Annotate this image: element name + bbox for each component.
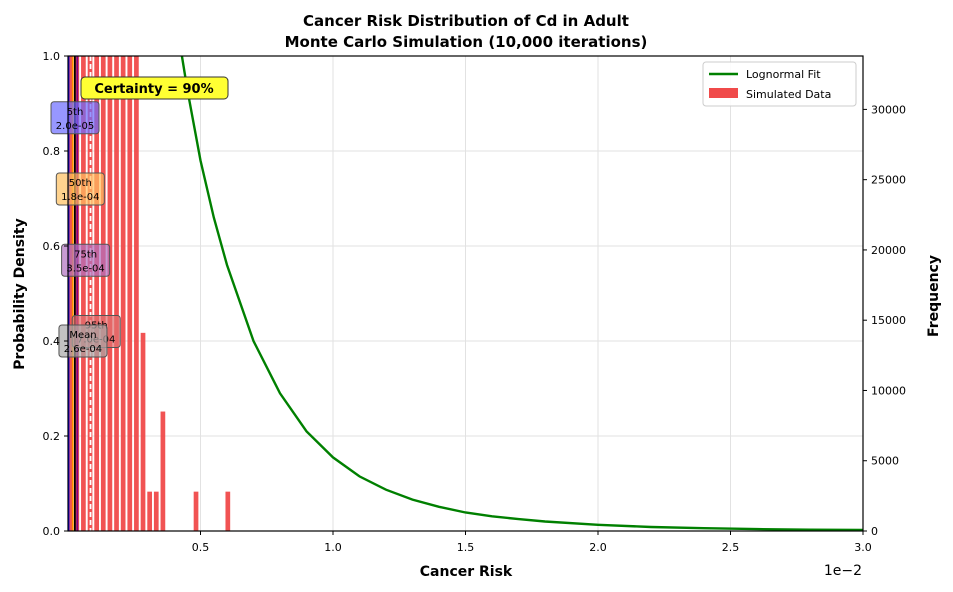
histogram-bar: [153, 491, 159, 531]
percentile-annotation-5th: 5th 2.0e-05: [50, 101, 100, 135]
x-tick-label: 1.0: [324, 541, 342, 554]
certainty-annotation: Certainty = 90%: [80, 76, 229, 100]
percentile-value: 3.5e-04: [66, 263, 104, 274]
percentile-name: Mean: [69, 330, 96, 341]
y-left-axis-label: Probability Density: [12, 218, 28, 369]
histogram-bar: [114, 56, 119, 531]
percentile-name: 5th: [67, 107, 84, 118]
legend-data-label: Simulated Data: [746, 88, 831, 101]
y-left-tick-label: 1.0: [43, 50, 61, 63]
chart-title-line1: Cancer Risk Distribution of Cd in Adult: [303, 12, 629, 30]
y-left-tick-label: 0.4: [43, 335, 61, 348]
y-left-tick-label: 0.2: [43, 430, 61, 443]
x-tick-label: 1.5: [457, 541, 475, 554]
certainty-label: Certainty = 90%: [94, 82, 213, 97]
grid-lines: [68, 55, 864, 532]
y-right-tick-label: 5000: [871, 455, 899, 468]
histogram-bar: [100, 56, 106, 531]
histogram-bar: [81, 56, 86, 531]
certainty-box: [80, 76, 229, 100]
percentile-box: [58, 324, 108, 358]
y-right-tick-label: 0: [871, 525, 878, 538]
y-left-tick-label: 0.0: [43, 525, 61, 538]
y-right-tick-label: 30000: [871, 103, 906, 116]
y-right-tick-label: 10000: [871, 384, 906, 397]
legend-frame: [702, 61, 857, 107]
percentile-annotation-75th: 75th 3.5e-04: [61, 243, 111, 277]
x-offset-text: 1e−2: [824, 563, 862, 579]
histogram-bar: [87, 56, 93, 531]
histogram-bar: [134, 56, 139, 531]
histogram-bar: [225, 491, 231, 531]
legend-data-swatch: [709, 88, 738, 98]
histogram-bar: [94, 56, 99, 531]
y-left-tick-label: 0.6: [43, 240, 61, 253]
percentile-box: [50, 101, 100, 135]
percentile-value: 2.0e-05: [56, 121, 94, 132]
y-right-axis-ticks: 0 5000 10000 15000 20000 25000 30000: [863, 103, 906, 538]
y-right-tick-label: 15000: [871, 314, 906, 327]
percentile-annotation-50th: 50th 1.8e-04: [55, 172, 105, 206]
legend-fit-label: Lognormal Fit: [746, 68, 821, 81]
histogram-bar: [193, 491, 199, 531]
y-left-axis-ticks: 0.0 0.2 0.4 0.6 0.8 1.0: [43, 50, 68, 538]
histogram-bar: [107, 56, 113, 531]
lognormal-fit: [180, 55, 864, 532]
y-right-axis-label: Frequency: [926, 255, 942, 337]
x-tick-label: 2.0: [589, 541, 607, 554]
x-axis-label: Cancer Risk: [420, 564, 513, 580]
x-tick-label: 3.0: [854, 541, 872, 554]
histogram-bar: [147, 491, 152, 531]
histogram-bar: [120, 56, 126, 531]
chart-title-line2: Monte Carlo Simulation (10,000 iteration…: [285, 33, 648, 51]
fit-curve-line: [180, 55, 864, 532]
x-tick-label: 2.5: [722, 541, 740, 554]
histogram-bar: [160, 411, 166, 531]
y-left-tick-label: 0.8: [43, 145, 61, 158]
percentile-box: [61, 243, 111, 277]
histogram-bar: [140, 332, 146, 531]
percentile-annotation-mean: Mean 2.6e-04: [58, 324, 108, 358]
percentile-value: 1.8e-04: [61, 192, 99, 203]
percentile-name: 50th: [69, 178, 92, 189]
legend: Lognormal Fit Simulated Data: [702, 61, 857, 107]
x-axis-ticks: 0.5 1.0 1.5 2.0 2.5 3.0: [192, 531, 872, 554]
histogram-bar: [127, 56, 133, 531]
x-tick-label: 0.5: [192, 541, 210, 554]
y-right-tick-label: 20000: [871, 244, 906, 257]
percentile-name: 75th: [74, 249, 97, 260]
percentile-value: 2.6e-04: [64, 344, 102, 355]
y-right-tick-label: 25000: [871, 174, 906, 187]
histogram-bar: [67, 56, 73, 531]
